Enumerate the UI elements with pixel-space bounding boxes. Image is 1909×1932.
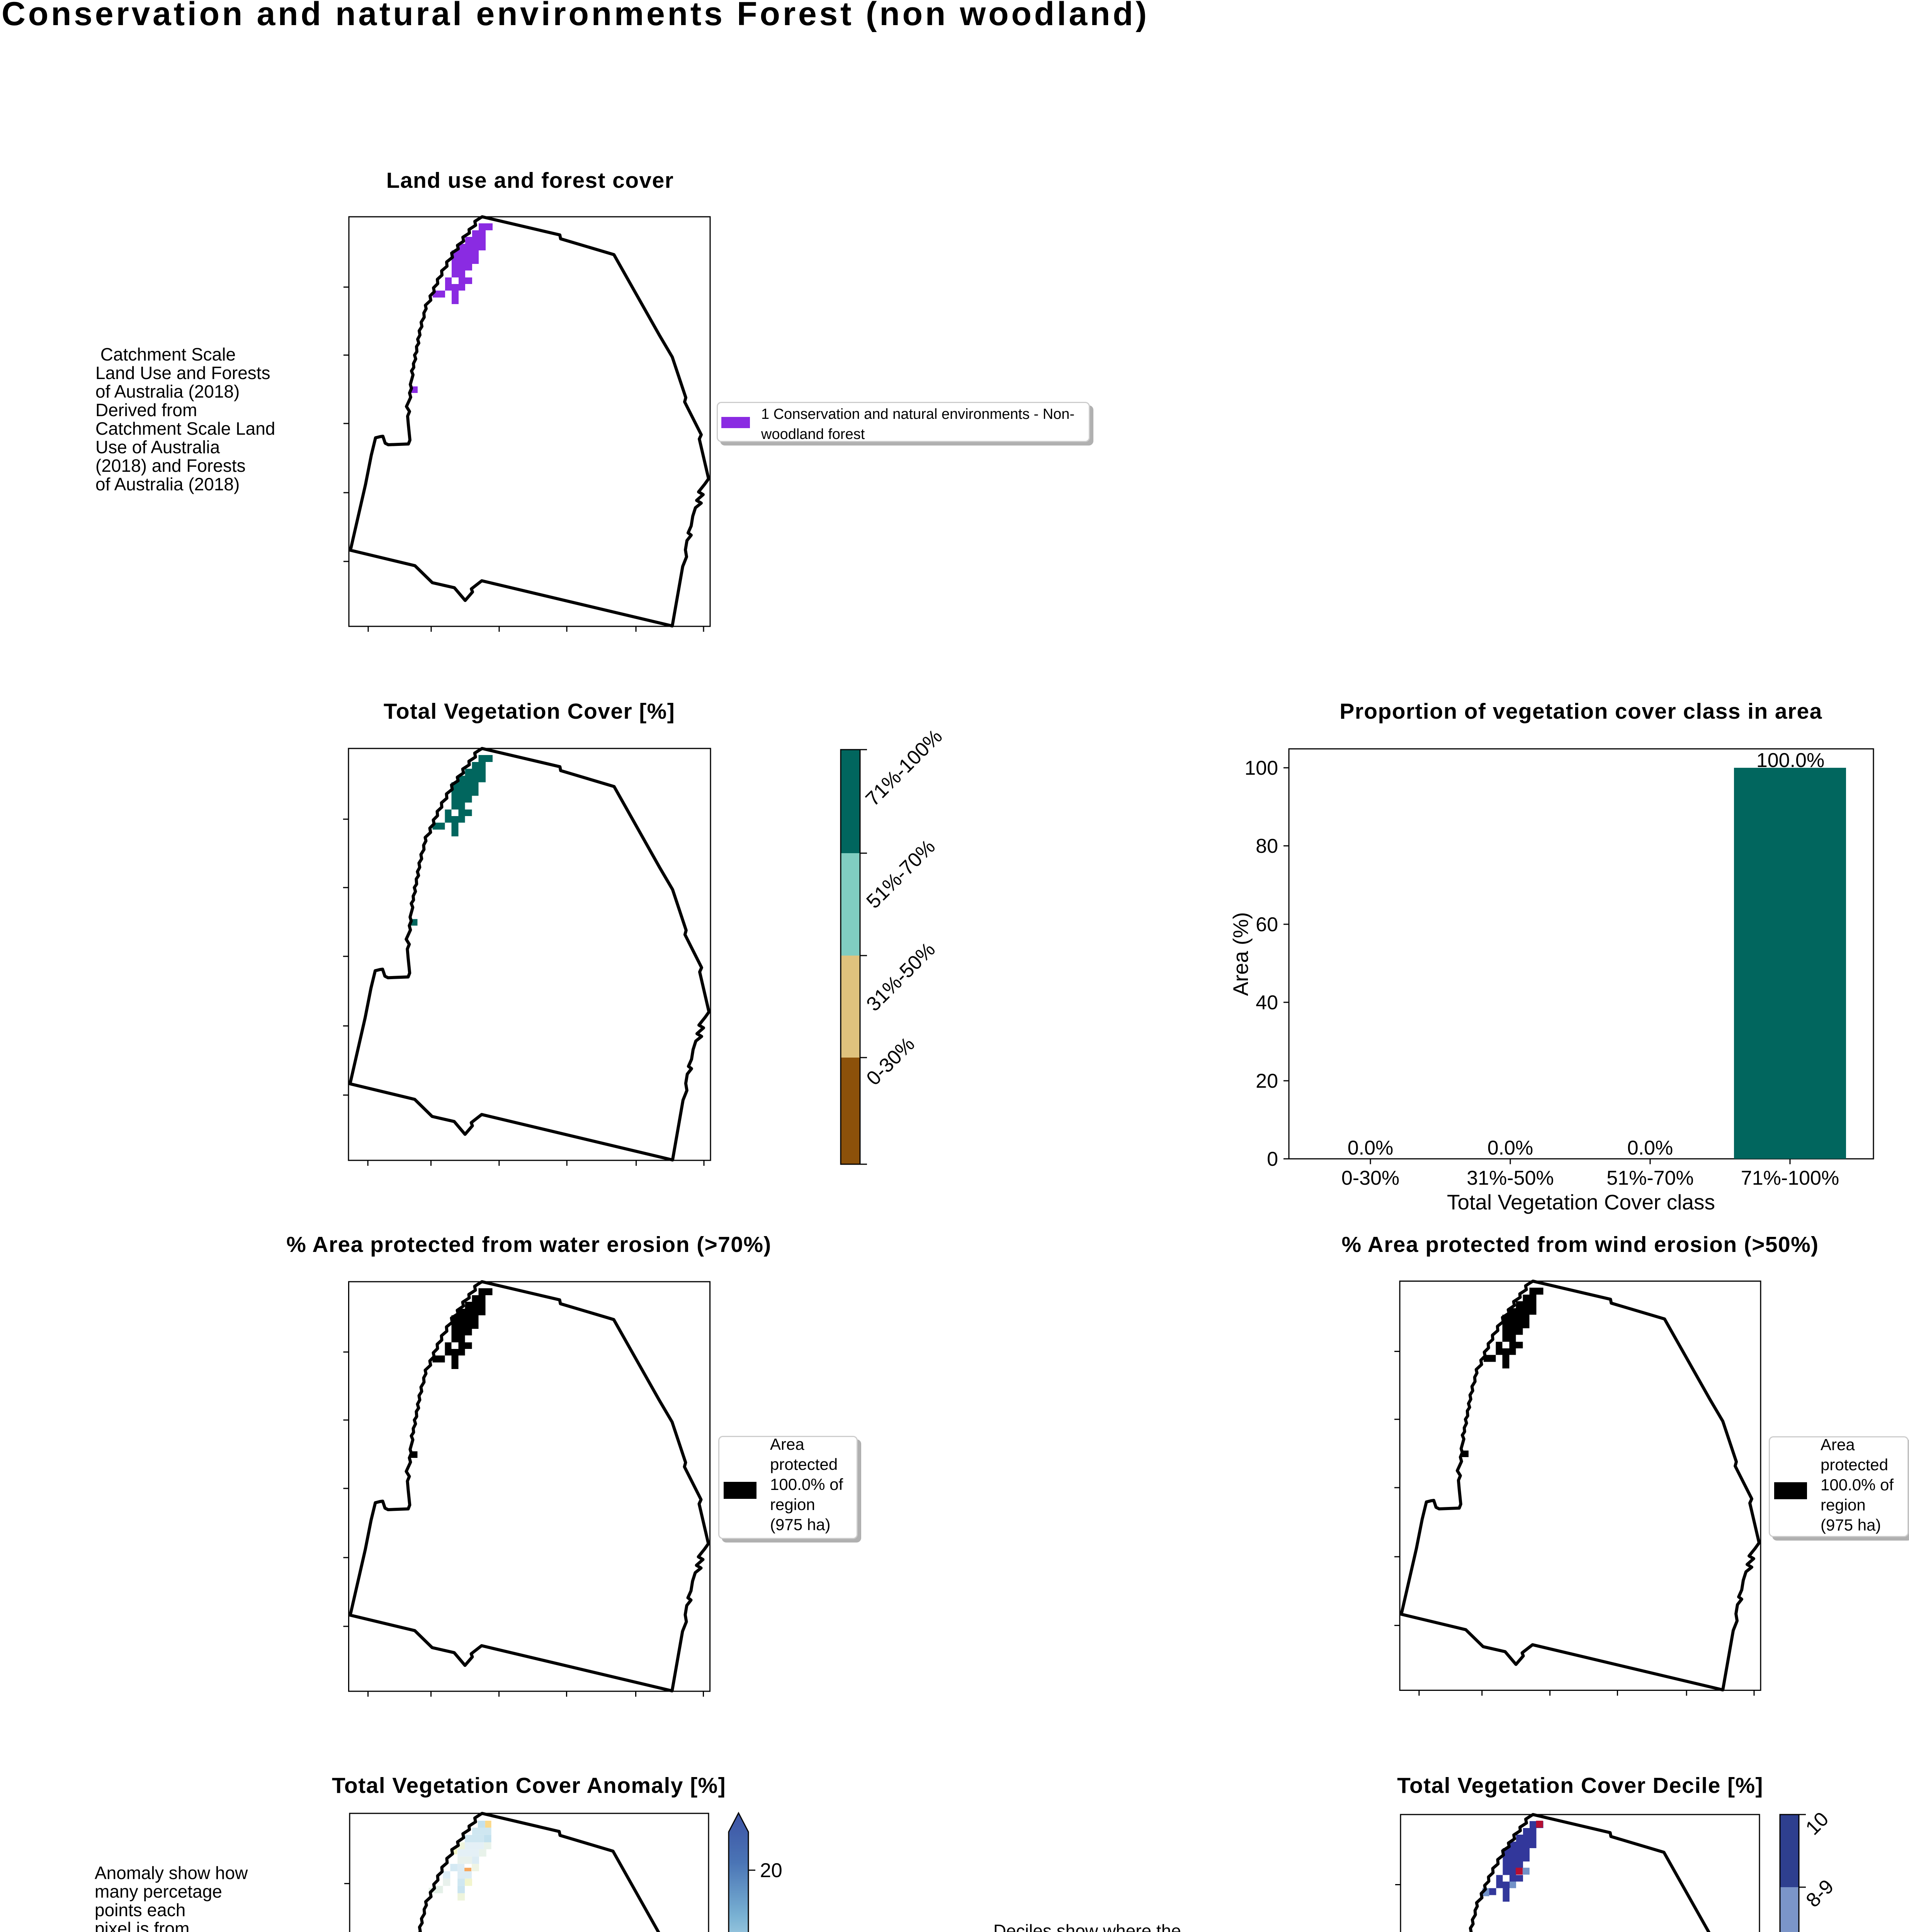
svg-text:71%-100%: 71%-100% <box>1741 1167 1839 1189</box>
svg-text:0.0%: 0.0% <box>1627 1137 1673 1159</box>
svg-text:0-30%: 0-30% <box>862 1033 919 1090</box>
svg-text:Area (%): Area (%) <box>1229 912 1253 996</box>
svg-text:10: 10 <box>1801 1808 1833 1840</box>
svg-text:0.0%: 0.0% <box>1348 1137 1394 1159</box>
svg-text:Total Vegetation Cover class: Total Vegetation Cover class <box>1447 1190 1715 1214</box>
svg-text:31%-50%: 31%-50% <box>862 938 939 1015</box>
svg-text:31%-50%: 31%-50% <box>1467 1167 1554 1189</box>
svg-text:100.0%: 100.0% <box>1756 749 1824 772</box>
svg-text:0.0%: 0.0% <box>1487 1137 1533 1159</box>
svg-text:80: 80 <box>1256 835 1278 857</box>
svg-text:8-9: 8-9 <box>1802 1875 1838 1912</box>
svg-text:40: 40 <box>1256 992 1278 1014</box>
svg-text:51%-70%: 51%-70% <box>1606 1167 1693 1189</box>
svg-text:20: 20 <box>760 1859 782 1882</box>
svg-text:71%-100%: 71%-100% <box>861 725 947 811</box>
svg-text:0: 0 <box>1267 1148 1278 1170</box>
svg-text:100: 100 <box>1244 757 1278 779</box>
svg-text:60: 60 <box>1256 913 1278 936</box>
svg-text:51%-70%: 51%-70% <box>862 835 939 913</box>
svg-text:0-30%: 0-30% <box>1341 1167 1399 1189</box>
svg-text:20: 20 <box>1256 1070 1278 1092</box>
